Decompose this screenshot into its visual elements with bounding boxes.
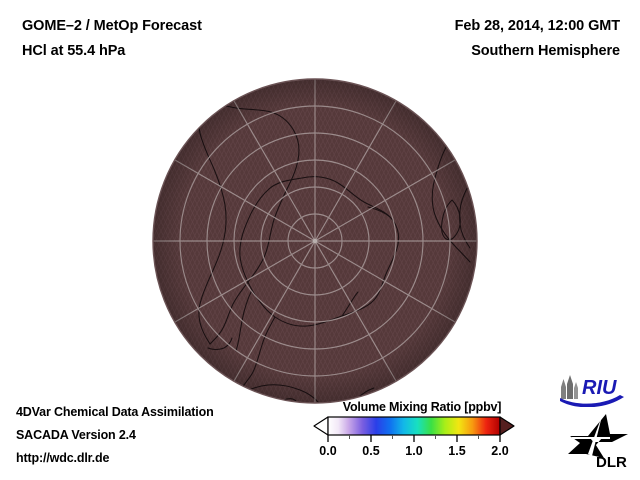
header-right: Feb 28, 2014, 12:00 GMT Southern Hemisph…	[455, 14, 620, 64]
colorbar-minor-ticks	[349, 435, 479, 439]
globe-outline	[152, 78, 478, 404]
colorbar: Volume Mixing Ratio [ppbv]	[312, 400, 532, 470]
riu-swoosh-icon	[560, 395, 624, 407]
colorbar-major-ticks	[327, 435, 501, 442]
colorbar-tick-4: 2.0	[491, 444, 509, 458]
limb-shading	[153, 79, 477, 403]
globe-map	[152, 78, 478, 404]
hemisphere-label: Southern Hemisphere	[471, 43, 620, 59]
dlr-bird-icon	[568, 414, 628, 458]
header-left: GOME–2 / MetOp Forecast HCl at 55.4 hPa	[22, 14, 202, 64]
footer-line-version: SACADA Version 2.4	[16, 428, 136, 442]
riu-logo: RIU	[558, 373, 638, 407]
riu-wordmark: RIU	[582, 377, 617, 399]
colorbar-tick-3: 1.5	[448, 444, 466, 458]
dlr-logo: DLR	[566, 412, 632, 470]
dlr-logo-svg: DLR	[568, 414, 628, 470]
page-title: GOME–2 / MetOp Forecast	[22, 18, 202, 34]
footer-credits: 4DVar Chemical Data Assimilation SACADA …	[16, 401, 286, 470]
riu-tower-icon	[561, 375, 578, 399]
page-subtitle: HCl at 55.4 hPa	[22, 43, 126, 59]
footer-line-method: 4DVar Chemical Data Assimilation	[16, 405, 214, 419]
dlr-wordmark: DLR	[596, 454, 627, 470]
colorbar-over-arrow	[499, 416, 515, 436]
colorbar-title: Volume Mixing Ratio [ppbv]	[342, 400, 502, 414]
colorbar-tick-0: 0.0	[319, 444, 337, 458]
colorbar-under-arrow	[313, 416, 329, 436]
colorbar-tick-2: 1.0	[405, 444, 423, 458]
colorbar-tick-1: 0.5	[362, 444, 380, 458]
globe-svg	[152, 78, 478, 404]
colorbar-gradient	[328, 417, 500, 435]
footer-line-url[interactable]: http://wdc.dlr.de	[16, 451, 110, 465]
timestamp-label: Feb 28, 2014, 12:00 GMT	[454, 18, 620, 34]
colorbar-svg	[313, 416, 515, 442]
riu-logo-svg: RIU	[560, 375, 624, 407]
colorbar-tick-labels: 0.0 0.5 1.0 1.5 2.0	[312, 444, 532, 464]
